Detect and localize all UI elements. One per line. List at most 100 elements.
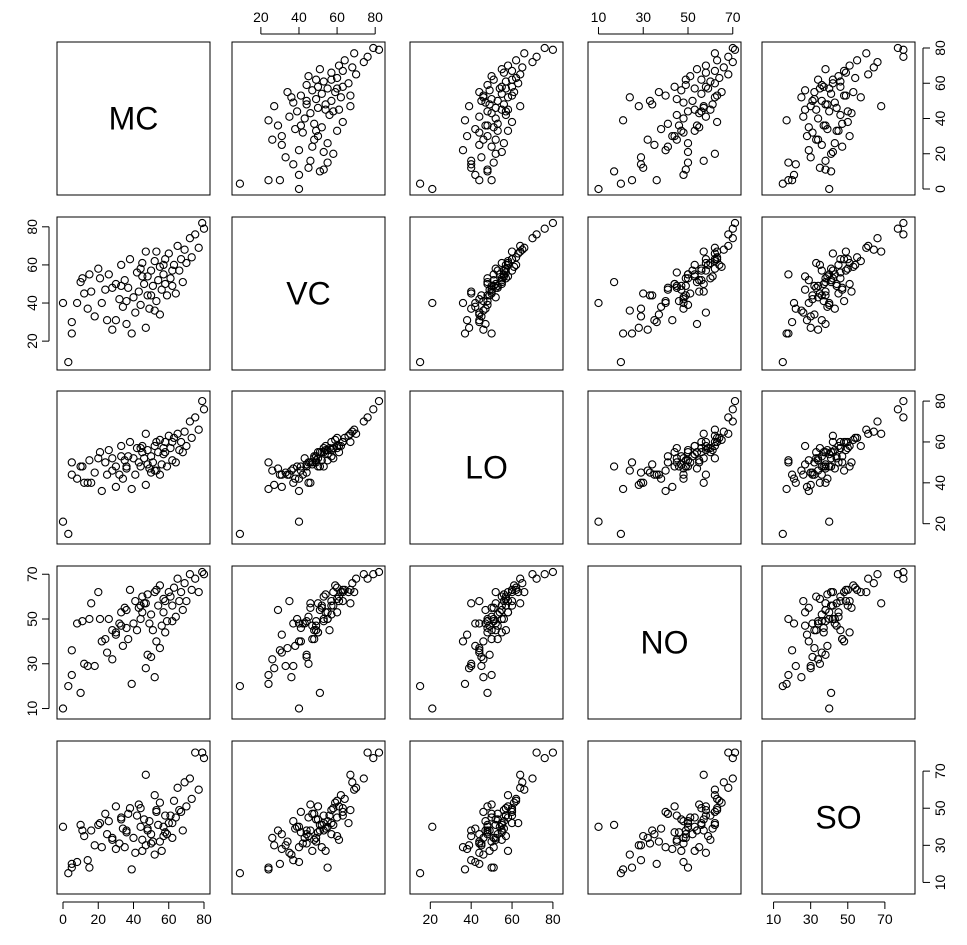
point-mc-lo-8 xyxy=(87,478,96,487)
point-mc-vc-38 xyxy=(154,276,163,285)
point-no-mc-50 xyxy=(724,70,733,79)
point-lo-mc-49 xyxy=(487,72,496,81)
tick-label: 60 xyxy=(24,257,40,273)
point-vc-so-60 xyxy=(374,748,384,757)
point-lo-mc-26 xyxy=(487,109,496,118)
panel-no-vs-no: NO xyxy=(587,565,742,720)
point-so-vc-65 xyxy=(782,329,791,338)
point-mc-no-66 xyxy=(141,599,150,608)
point-lo-mc-15 xyxy=(483,131,492,141)
point-mc-no-22 xyxy=(125,585,135,595)
point-so-mc-72 xyxy=(800,105,810,114)
point-mc-vc-66 xyxy=(141,247,150,256)
point-so-no-75 xyxy=(843,601,852,610)
point-so-lo-72 xyxy=(800,441,810,451)
point-no-vc-30 xyxy=(634,323,643,332)
point-mc-no-51 xyxy=(175,596,184,606)
point-no-lo-25 xyxy=(672,443,681,453)
point-vc-mc-37 xyxy=(296,91,306,100)
point-vc-mc-22 xyxy=(338,117,347,127)
point-lo-vc-68 xyxy=(497,279,506,289)
panel-no-vs-mc xyxy=(56,565,211,720)
point-mc-vc-76 xyxy=(122,296,131,306)
point-mc-no-73 xyxy=(146,652,156,662)
point-vc-so-71 xyxy=(311,815,321,824)
point-vc-no-66 xyxy=(346,599,355,608)
point-lo-vc-8 xyxy=(467,287,476,296)
point-mc-so-76 xyxy=(122,828,131,837)
point-lo-so-24 xyxy=(475,848,484,857)
point-no-lo-12 xyxy=(650,470,659,479)
point-no-mc-59 xyxy=(710,49,720,58)
point-no-vc-63 xyxy=(636,304,646,313)
point-lo-vc-10 xyxy=(491,264,500,273)
point-lo-no-65 xyxy=(460,679,470,689)
point-no-lo-37 xyxy=(661,466,670,475)
point-vc-lo-71 xyxy=(311,452,321,461)
point-vc-no-76 xyxy=(296,623,306,633)
point-no-mc-55 xyxy=(701,61,711,70)
point-vc-so-44 xyxy=(302,830,311,839)
point-lo-no-30 xyxy=(464,664,474,673)
point-no-vc-2 xyxy=(652,317,661,327)
point-vc-no-24 xyxy=(285,596,294,606)
point-so-lo-62 xyxy=(802,482,812,492)
point-no-so-78 xyxy=(683,818,693,828)
point-no-so-64 xyxy=(663,809,673,818)
panel-no-vs-lo xyxy=(409,565,564,720)
point-no-vc-77 xyxy=(672,283,681,292)
point-mc-so-52 xyxy=(176,807,186,817)
variable-label-lo: LO xyxy=(465,450,508,486)
point-vc-no-39 xyxy=(331,581,340,590)
point-mc-vc-57 xyxy=(187,253,196,262)
point-vc-so-40 xyxy=(283,837,292,846)
point-no-lo-30 xyxy=(634,480,643,490)
point-lo-mc-17 xyxy=(503,126,513,135)
point-mc-lo-3 xyxy=(67,458,76,467)
point-vc-so-4 xyxy=(294,857,304,867)
point-lo-mc-25 xyxy=(501,110,511,120)
point-vc-mc-17 xyxy=(332,126,342,135)
point-lo-mc-2 xyxy=(475,176,484,185)
point-lo-mc-40 xyxy=(475,87,484,97)
point-lo-mc-10 xyxy=(491,149,500,158)
point-lo-no-66 xyxy=(516,599,525,608)
point-vc-so-62 xyxy=(277,844,286,854)
tick-label: 40 xyxy=(126,911,142,927)
point-so-mc-52 xyxy=(839,66,849,76)
point-lo-so-67 xyxy=(479,850,488,859)
point-so-lo-41 xyxy=(800,460,810,469)
point-mc-vc-52 xyxy=(176,255,186,264)
point-so-vc-24 xyxy=(799,308,808,317)
point-mc-so-57 xyxy=(187,794,196,804)
panel-vc-vs-mc xyxy=(56,216,211,371)
point-so-vc-40 xyxy=(810,310,819,319)
point-mc-no-35 xyxy=(148,626,158,635)
panel-frame xyxy=(56,41,211,196)
point-lo-no-78 xyxy=(497,614,506,624)
point-lo-no-69 xyxy=(507,601,517,610)
point-vc-so-17 xyxy=(332,813,342,822)
point-mc-no-60 xyxy=(198,567,207,577)
point-mc-lo-75 xyxy=(136,443,145,453)
right-axis-so: 10 30 50 70 xyxy=(922,763,948,890)
point-lo-vc-60 xyxy=(548,218,558,228)
point-mc-so-5 xyxy=(76,820,85,830)
point-vc-so-75 xyxy=(329,804,338,813)
point-no-mc-73 xyxy=(645,96,655,106)
point-lo-vc-63 xyxy=(467,304,476,313)
point-mc-vc-64 xyxy=(101,285,110,294)
point-lo-mc-54 xyxy=(518,63,527,72)
point-so-mc-6 xyxy=(815,163,825,172)
point-no-mc-37 xyxy=(661,91,670,100)
point-vc-so-54 xyxy=(348,778,357,787)
point-mc-vc-54 xyxy=(180,245,189,254)
point-lo-vc-71 xyxy=(493,281,502,291)
point-lo-mc-65 xyxy=(460,116,470,125)
point-vc-no-26 xyxy=(306,603,315,612)
point-mc-so-56 xyxy=(185,774,195,783)
point-no-vc-70 xyxy=(681,274,690,283)
point-mc-lo-58 xyxy=(191,413,200,422)
point-vc-mc-18 xyxy=(291,124,300,134)
point-vc-mc-76 xyxy=(296,121,306,130)
